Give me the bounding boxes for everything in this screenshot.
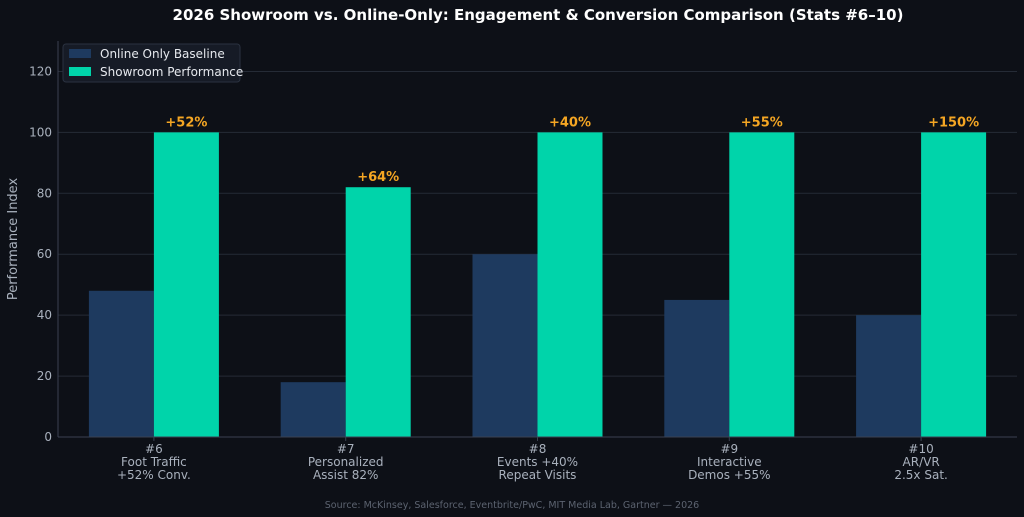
x-tick-label: Events +40% [497,455,578,469]
y-tick-label: 80 [37,186,52,200]
legend-box [62,43,241,83]
legend-swatch-showroom [69,67,91,76]
bar-showroom [345,187,411,437]
x-tick-label: #9 [720,442,738,456]
y-axis-label: Performance Index [6,178,21,301]
x-tick-label: Personalized [308,455,384,469]
bar-showroom [921,132,987,437]
x-tick-label: #10 [908,442,933,456]
x-tick-label: 2.5x Sat. [894,468,948,482]
bars [88,132,987,437]
bar-showroom [153,132,219,437]
bar-online-baseline [280,382,346,437]
y-tick-label: 40 [37,308,52,322]
y-tick-label: 0 [44,430,52,444]
y-tick-label: 120 [29,64,52,78]
x-tick-label: Demos +55% [688,468,770,482]
legend-swatch-baseline [69,49,91,58]
x-tick-label: #7 [337,442,355,456]
bar-online-baseline [472,254,538,437]
chart-title: 2026 Showroom vs. Online-Only: Engagemen… [173,6,904,24]
bar-showroom [537,132,603,437]
uplift-label: +40% [549,115,591,130]
uplift-label: +55% [741,115,783,130]
source-note: Source: McKinsey, Salesforce, Eventbrite… [325,500,699,511]
uplift-label: +150% [928,115,979,130]
x-tick-label: Repeat Visits [499,468,577,482]
bar-online-baseline [88,290,154,437]
x-tick-label: #8 [529,442,547,456]
uplift-label: +64% [357,170,399,185]
y-tick-label: 20 [37,369,52,383]
x-tick-label: AR/VR [903,455,940,469]
legend: Online Only Baseline Showroom Performanc… [62,43,243,83]
x-tick-label: +52% Conv. [117,468,191,482]
x-tick-label: Interactive [697,455,762,469]
legend-label-baseline: Online Only Baseline [100,47,225,61]
bar-online-baseline [664,299,730,437]
x-tick-label: Assist 82% [313,468,379,482]
uplift-label: +52% [165,115,207,130]
legend-label-showroom: Showroom Performance [100,65,243,79]
annotations: +52% +64% +40% +55% +150% [165,115,979,185]
bar-showroom [729,132,795,437]
y-tick-label: 100 [29,125,52,139]
y-tick-label: 60 [37,247,52,261]
x-tick-label: #6 [145,442,163,456]
x-tick-label: Foot Traffic [121,455,187,469]
bar-online-baseline [856,315,922,437]
